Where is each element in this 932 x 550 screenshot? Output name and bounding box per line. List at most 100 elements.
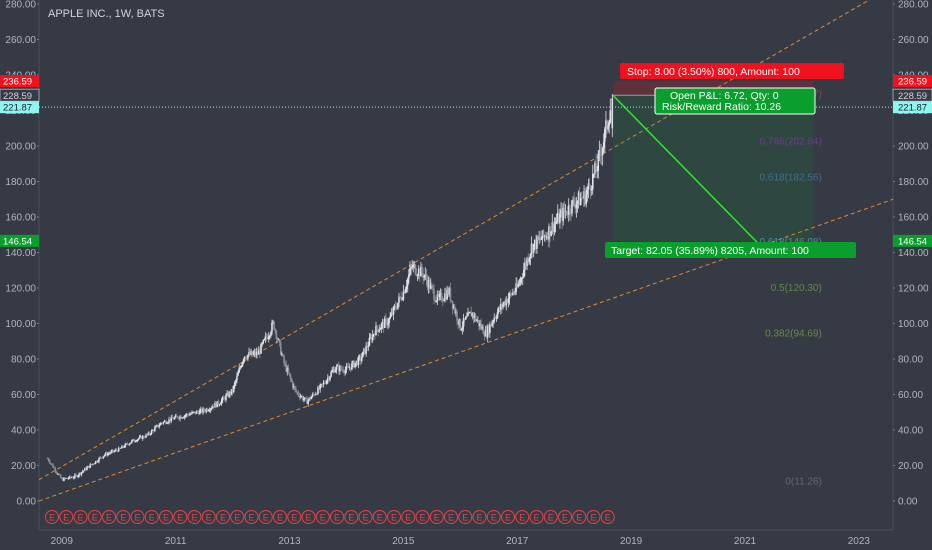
candle-body xyxy=(105,453,108,456)
candle-body xyxy=(273,321,275,330)
candle-body xyxy=(329,376,331,380)
x-tick-label: 2019 xyxy=(620,536,643,547)
position-tool[interactable] xyxy=(39,81,893,257)
candle-body xyxy=(324,383,327,385)
earnings-marker xyxy=(230,510,245,524)
candle-body xyxy=(316,393,318,395)
stop-label: Stop: 8.00 (3.50%) 800, Amount: 100 xyxy=(620,63,844,79)
candle-body xyxy=(538,237,540,240)
candle-body xyxy=(340,366,342,370)
y-tick-label: 0.00 xyxy=(898,497,918,508)
candle-body xyxy=(57,474,60,475)
candle-body xyxy=(236,375,238,381)
candle-body xyxy=(164,420,167,424)
candle-body xyxy=(502,304,504,308)
y-tick-label: 160.00 xyxy=(5,213,36,224)
candle-body xyxy=(135,441,138,442)
candle-body xyxy=(59,474,62,478)
candle-body xyxy=(223,396,225,398)
candle-body xyxy=(277,339,280,341)
candle-body xyxy=(568,205,571,213)
candle-body xyxy=(282,354,284,356)
candle-body xyxy=(460,329,463,331)
candle-body xyxy=(129,442,132,444)
candle-body xyxy=(126,443,129,445)
right-price-axis[interactable]: 280.00260.00240.00220.00200.00180.00160.… xyxy=(892,0,929,530)
candle-body xyxy=(506,299,509,303)
candle-body xyxy=(436,294,439,302)
y-tick-label: 40.00 xyxy=(11,426,36,437)
candle-body xyxy=(485,330,488,338)
earnings-letter: E xyxy=(49,513,55,523)
candle-body xyxy=(606,120,608,130)
candle-body xyxy=(527,258,529,263)
candle-body xyxy=(200,408,202,411)
left-price-axis[interactable]: 280.00260.00240.00220.00200.00180.00160.… xyxy=(5,0,40,530)
candle-body xyxy=(363,348,365,352)
earnings-letter: E xyxy=(106,513,112,523)
candle-body xyxy=(212,406,214,409)
candle-body xyxy=(276,338,279,340)
candle-body xyxy=(88,466,90,468)
candle-body xyxy=(122,445,124,448)
candle-body xyxy=(562,207,565,221)
y-tick-label: 180.00 xyxy=(898,177,929,188)
candle-body xyxy=(518,282,521,284)
candle-body xyxy=(374,334,376,336)
price-tag-last: 221.87 xyxy=(3,103,32,114)
candle-body xyxy=(228,392,231,397)
candle-body xyxy=(487,326,490,334)
earnings-marker xyxy=(415,510,430,524)
candle-body xyxy=(366,345,369,348)
candle-body xyxy=(139,436,142,438)
candle-body xyxy=(404,288,407,294)
earnings-marker xyxy=(344,510,359,524)
candle-body xyxy=(121,445,123,449)
earnings-marker xyxy=(130,510,145,524)
candle-body xyxy=(213,406,215,408)
earnings-marker xyxy=(87,510,102,524)
candle-body xyxy=(110,451,112,454)
candle-body xyxy=(157,425,159,427)
candle-body xyxy=(91,463,94,465)
candle-body xyxy=(187,414,190,416)
candle-body xyxy=(571,200,573,214)
earnings-marker xyxy=(401,510,416,524)
candle-body xyxy=(334,369,337,373)
candle-body xyxy=(588,183,591,187)
candle-body xyxy=(553,224,556,233)
candle-body xyxy=(494,317,497,319)
candle-body xyxy=(500,304,502,310)
candle-body xyxy=(148,432,151,435)
candle-body xyxy=(543,235,546,237)
y-tick-label: 80.00 xyxy=(11,355,36,366)
y-tick-label: 140.00 xyxy=(5,248,36,259)
candle-body xyxy=(452,306,455,309)
earnings-letter: E xyxy=(248,513,254,523)
earnings-letter: E xyxy=(576,513,582,523)
y-tick-label: 160.00 xyxy=(898,213,929,224)
candle-body xyxy=(512,292,514,295)
earnings-letter: E xyxy=(220,513,226,523)
candle-body xyxy=(564,211,567,213)
earnings-letter: E xyxy=(277,513,283,523)
candle-body xyxy=(300,396,303,397)
candle-body xyxy=(362,351,364,358)
candle-body xyxy=(406,278,409,286)
time-axis[interactable]: 2009 2011 2013 2015 2017 2019 2021 2023 xyxy=(39,529,893,547)
earnings-marker xyxy=(201,510,216,524)
candle-body xyxy=(402,291,405,300)
candle-body xyxy=(119,447,121,449)
candle-body xyxy=(108,453,110,455)
candle-body xyxy=(490,324,492,326)
candle-body xyxy=(376,325,378,330)
candle-body xyxy=(233,382,236,386)
candle-body xyxy=(298,395,301,398)
candle-body xyxy=(596,170,598,172)
candle-body xyxy=(128,443,131,445)
candle-body xyxy=(206,408,209,411)
candle-body xyxy=(302,399,305,400)
candle-body xyxy=(74,474,76,478)
earnings-letter: E xyxy=(419,513,425,523)
